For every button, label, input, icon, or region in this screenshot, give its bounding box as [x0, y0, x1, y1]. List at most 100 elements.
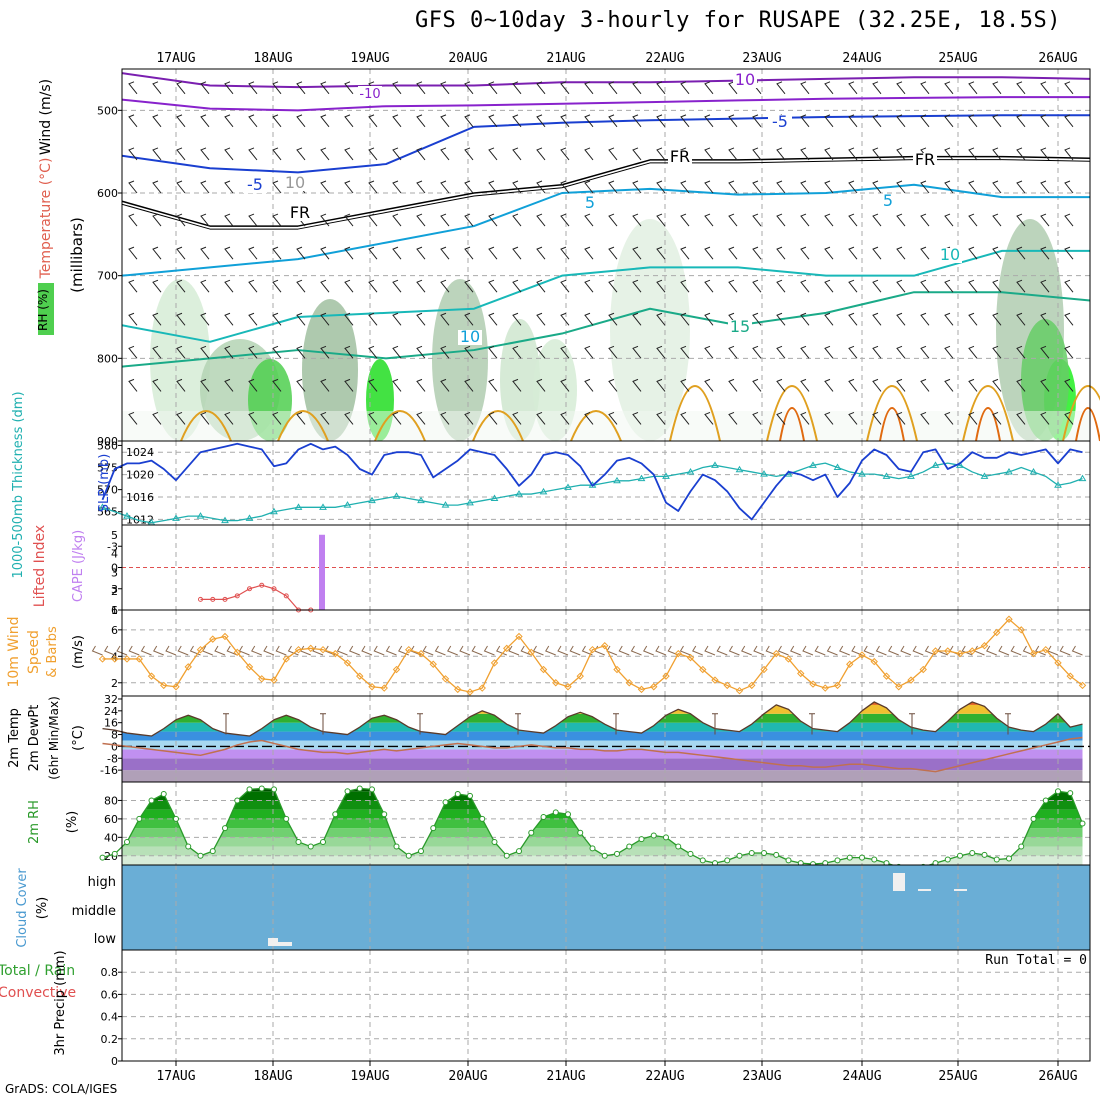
- wind-barb: [200, 378, 210, 392]
- thickness-marker: [882, 472, 891, 479]
- rh-panel: 806040202m RH (%): [99, 782, 1090, 871]
- rh-marker: [944, 856, 951, 863]
- wind-barb: [848, 213, 858, 227]
- wind-barb: [392, 246, 402, 260]
- wind-barb: [189, 645, 201, 656]
- rh-marker: [148, 797, 155, 804]
- wind-barb: [1016, 81, 1026, 95]
- ytick-label: 800: [97, 352, 118, 365]
- wind-barb: [416, 378, 426, 392]
- wind-barb: [344, 378, 354, 392]
- wind-barb: [224, 378, 234, 392]
- wind-barb: [508, 645, 520, 656]
- wind-barb: [1064, 312, 1074, 326]
- wind-barb: [464, 147, 474, 161]
- wind-barb: [336, 645, 348, 656]
- wind-barb: [968, 345, 978, 359]
- wind-barb: [545, 645, 556, 656]
- wind-barb: [536, 279, 546, 293]
- wind-barb: [632, 81, 642, 95]
- wind-barb: [584, 180, 594, 194]
- wind-barb: [248, 378, 258, 392]
- wind-barb: [824, 147, 834, 161]
- wind-barb: [968, 412, 978, 425]
- wind-marker: [821, 684, 829, 692]
- wind-barb: [200, 213, 210, 227]
- wind-barb: [560, 412, 570, 425]
- rh-marker: [846, 854, 853, 861]
- minmax-bar: [417, 713, 423, 735]
- ytick-label: 32: [104, 693, 118, 706]
- rh-marker: [405, 852, 412, 859]
- wind-barb: [667, 645, 679, 656]
- hot-contour: [1075, 407, 1100, 442]
- wind-barb: [128, 81, 138, 95]
- x-tick-label-top: 25AUG: [938, 51, 977, 66]
- thickness-marker: [172, 514, 180, 521]
- wind-barb: [176, 279, 186, 293]
- cloud-high-bar: [918, 889, 931, 891]
- wind-barb: [224, 81, 234, 95]
- wind-barb: [584, 412, 594, 425]
- wind-barb: [584, 114, 594, 128]
- ytick-label: 2: [111, 677, 118, 690]
- contour-label: -10: [359, 87, 380, 102]
- contour-label: 10: [735, 70, 755, 89]
- ytick-label: 0: [111, 1055, 118, 1068]
- cloud-low-bar: [268, 938, 278, 946]
- wind-barb: [875, 645, 887, 656]
- rh-marker: [516, 848, 522, 855]
- wind-barb: [373, 645, 385, 656]
- thickness-marker: [1054, 481, 1062, 488]
- rh-marker: [307, 843, 314, 850]
- wind-barb: [1040, 213, 1050, 227]
- wind-barb: [368, 246, 378, 260]
- rh-marker: [173, 815, 179, 822]
- wind-barb: [392, 412, 402, 425]
- rh-marker: [1055, 788, 1061, 795]
- wind-barb: [392, 279, 402, 293]
- wind-marker: [478, 684, 486, 692]
- temp-band: [122, 740, 1083, 750]
- wind-barb: [704, 246, 714, 260]
- wind-barb: [128, 412, 138, 425]
- wind-marker: [907, 676, 915, 684]
- thickness-marker: [858, 470, 866, 477]
- contour-label: FR: [915, 150, 935, 169]
- wind-barb: [961, 645, 973, 656]
- wind-barb: [728, 213, 738, 227]
- wind-barb: [152, 312, 162, 326]
- y-axis-labels: RH (%) Temperature (°C) Wind (m/s) (milliba…: [0, 79, 112, 1056]
- minmax-bar: [320, 713, 326, 735]
- thickness-marker: [490, 494, 499, 501]
- wind-barb: [488, 114, 498, 128]
- rh-marker: [99, 854, 106, 861]
- wind-marker: [1029, 649, 1038, 658]
- wind-marker: [429, 660, 437, 668]
- thickness-marker: [1078, 474, 1087, 482]
- wind-barb: [224, 345, 234, 359]
- wind-barb: [632, 114, 642, 128]
- wind-barb: [776, 345, 786, 359]
- wind-barb: [920, 279, 930, 293]
- wind-barb: [992, 378, 1002, 392]
- wind-marker: [993, 628, 1001, 637]
- li-marker: [271, 586, 277, 592]
- wind-barb: [728, 345, 738, 359]
- wind-barb: [872, 114, 882, 128]
- wind-barb: [512, 345, 522, 359]
- contour-minus5: [121, 114, 1090, 174]
- thickness-marker: [196, 512, 205, 519]
- wind-barb: [128, 180, 138, 194]
- wind-barb: [839, 645, 850, 656]
- wind-barb: [872, 246, 882, 260]
- wind-marker: [466, 688, 474, 696]
- wind-barb: [704, 279, 714, 293]
- panel-frame-p8: [121, 949, 1091, 1062]
- wind-barb: [488, 312, 498, 326]
- wind-barb: [900, 645, 912, 656]
- wind-barb: [584, 147, 594, 161]
- temp-line: [102, 701, 1083, 737]
- wind-barb: [826, 645, 838, 656]
